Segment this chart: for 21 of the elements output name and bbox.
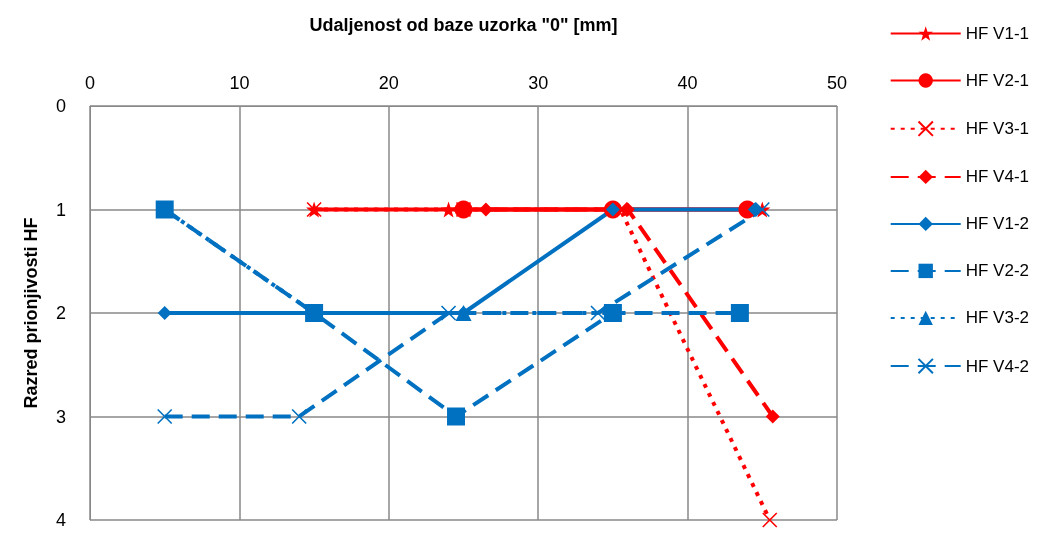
x-tick-label: 20 [378,73,399,93]
legend-label: HF V1-1 [965,24,1029,43]
y-axis-title: Razred prionjivosti HF [21,217,41,409]
legend-label: HF V2-2 [965,261,1029,281]
legend-label: HF V3-1 [965,119,1029,139]
x-tick-label: 0 [84,73,96,93]
x-tick-label: 30 [528,73,549,93]
y-tick-label: 3 [55,406,66,427]
legend-label: HF V1-2 [965,214,1029,234]
x-axis-title: Udaljenost od baze uzorka "0" [mm] [309,15,618,35]
y-tick-label: 2 [55,303,66,323]
y-tick-label: 1 [55,199,66,220]
x-tick-label: 10 [229,73,250,93]
x-tick-label: 40 [677,73,698,93]
legend-label: HF V4-2 [965,356,1029,376]
legend-label: HF V4-1 [965,167,1029,187]
y-tick-label: 0 [55,96,66,116]
x-tick-label: 50 [826,73,848,93]
y-tick-label: 4 [55,510,66,530]
legend-label: HF V2-1 [965,71,1029,90]
legend-label: HF V3-2 [965,308,1029,328]
